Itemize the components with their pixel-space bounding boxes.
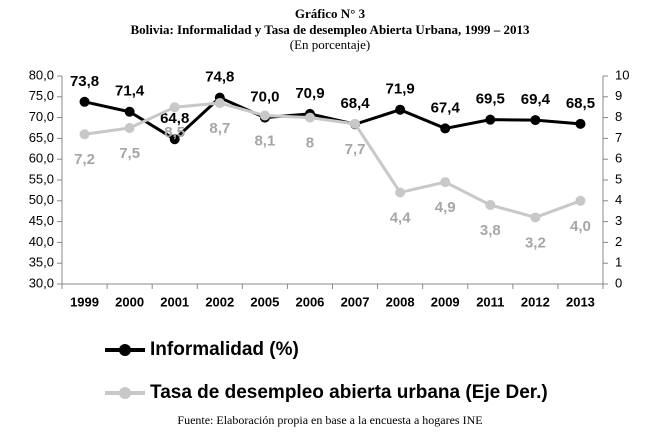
legend-label: Informalidad (%) <box>150 339 299 360</box>
x-tick-label: 2013 <box>566 294 595 309</box>
data-label: 8,5 <box>164 124 185 141</box>
chart-title: Gráfico N° 3 <box>295 6 366 21</box>
data-point <box>259 110 270 121</box>
data-label: 7,5 <box>119 145 140 162</box>
y-tick-label: 30,0 <box>29 275 54 290</box>
x-tick-label: 2005 <box>250 294 279 309</box>
data-point <box>214 98 225 109</box>
x-tick-label: 2012 <box>521 294 550 309</box>
y2-tick-label: 7 <box>615 130 622 145</box>
data-point <box>575 195 586 206</box>
data-label: 3,8 <box>480 222 501 239</box>
y2-tick-label: 0 <box>615 275 622 290</box>
data-point <box>395 104 406 115</box>
data-point <box>440 177 451 188</box>
x-tick-label: 2007 <box>341 294 370 309</box>
data-point <box>485 199 496 210</box>
series-line <box>84 101 581 220</box>
data-point <box>350 118 361 129</box>
data-point <box>575 118 586 129</box>
y2-tick-label: 5 <box>615 171 622 186</box>
source-note: Fuente: Elaboración propia en base a la … <box>177 413 482 427</box>
data-point <box>530 212 541 223</box>
data-point <box>485 114 496 125</box>
y-tick-label: 60,0 <box>29 151 54 166</box>
legend-marker <box>119 387 131 399</box>
data-label: 7,7 <box>345 141 366 158</box>
data-point <box>169 102 180 113</box>
legend-marker <box>119 344 131 356</box>
data-label: 69,4 <box>521 91 551 108</box>
data-label: 71,9 <box>386 81 415 98</box>
data-label: 71,4 <box>115 83 145 100</box>
y-tick-label: 75,0 <box>29 88 54 103</box>
y-tick-label: 80,0 <box>29 67 54 82</box>
data-point <box>395 187 406 198</box>
chart-subtitle: Bolivia: Informalidad y Tasa de desemple… <box>130 22 530 37</box>
data-label: 8,1 <box>254 132 275 149</box>
x-tick-label: 1999 <box>70 294 99 309</box>
data-label: 68,4 <box>340 95 370 112</box>
data-point <box>169 134 180 145</box>
y-tick-label: 70,0 <box>29 109 54 124</box>
y-tick-label: 35,0 <box>29 255 54 270</box>
x-tick-label: 2001 <box>160 294 189 309</box>
y-tick-label: 55,0 <box>29 171 54 186</box>
data-point <box>124 106 135 117</box>
series-line <box>84 95 581 142</box>
data-label: 7,2 <box>74 151 95 168</box>
y2-tick-label: 10 <box>615 67 629 82</box>
unit-note: (En porcentaje) <box>290 37 370 52</box>
data-label: 70,0 <box>250 89 279 106</box>
y2-tick-label: 3 <box>615 213 622 228</box>
data-label: 74,8 <box>205 69 234 86</box>
data-label: 68,5 <box>566 95 595 112</box>
y-tick-label: 50,0 <box>29 192 54 207</box>
data-label: 8 <box>306 135 314 152</box>
x-tick-label: 2000 <box>115 294 144 309</box>
y2-tick-label: 1 <box>615 255 622 270</box>
data-label: 4,9 <box>435 199 456 216</box>
data-point <box>124 123 135 133</box>
data-label: 4,4 <box>390 209 412 226</box>
data-label: 67,4 <box>431 99 461 116</box>
data-label: 73,8 <box>70 73 99 90</box>
y2-tick-label: 6 <box>615 151 622 166</box>
data-point <box>440 123 451 134</box>
x-tick-label: 2008 <box>386 294 415 309</box>
x-tick-label: 2002 <box>205 294 234 309</box>
legend-label: Tasa de desempleo abierta urbana (Eje De… <box>150 382 548 403</box>
y-tick-label: 45,0 <box>29 213 54 228</box>
y2-tick-label: 4 <box>615 192 622 207</box>
data-point <box>79 96 90 107</box>
x-tick-label: 2009 <box>431 294 460 309</box>
data-point <box>304 112 315 123</box>
y-tick-label: 40,0 <box>29 234 54 249</box>
x-tick-label: 2011 <box>476 294 504 309</box>
data-point <box>79 129 90 140</box>
data-label: 70,9 <box>295 85 324 102</box>
data-label: 4,0 <box>570 218 591 235</box>
y2-tick-label: 8 <box>615 109 622 124</box>
data-label: 69,5 <box>476 91 505 108</box>
data-label: 64,8 <box>160 110 189 127</box>
data-label: 3,2 <box>525 234 546 251</box>
y2-tick-label: 2 <box>615 234 622 249</box>
y-tick-label: 65,0 <box>29 130 54 145</box>
data-point <box>530 115 541 126</box>
y2-tick-label: 9 <box>615 88 622 103</box>
x-tick-label: 2006 <box>295 294 324 309</box>
data-label: 8,7 <box>209 120 230 137</box>
